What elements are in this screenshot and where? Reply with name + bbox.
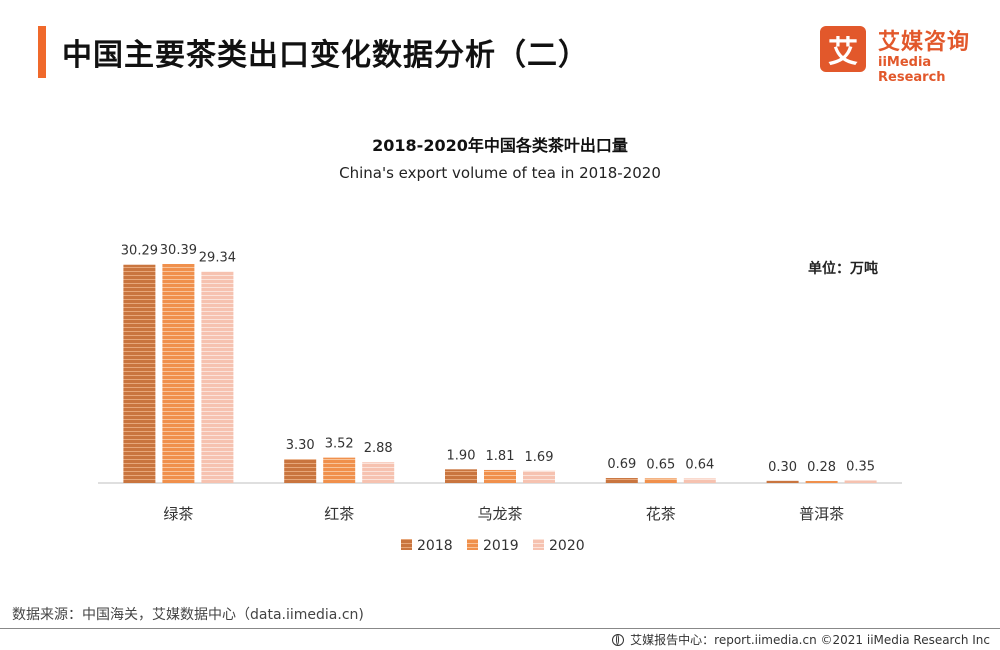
data-label-2018-1: 3.30: [286, 438, 315, 453]
data-source: 数据来源：中国海关，艾媒数据中心（data.iimedia.cn): [12, 607, 364, 623]
data-label-2020-1: 2.88: [364, 441, 393, 456]
chart-subtitle: China's export volume of tea in 2018-202…: [339, 164, 661, 182]
data-label-2019-4: 0.28: [807, 460, 836, 475]
data-label-2018-4: 0.30: [768, 460, 797, 475]
logo-english-name: iiMedia Research: [878, 55, 946, 85]
globe-icon: [612, 633, 625, 646]
bar-2018-2: [445, 469, 477, 483]
bar-2018-0: [123, 264, 156, 483]
logo-mark-icon: 艾: [820, 26, 866, 72]
category-label-2: 乌龙茶: [477, 505, 522, 523]
logo-chinese-name: 艾媒咨询: [878, 30, 971, 55]
data-label-2019-2: 1.81: [486, 449, 515, 464]
legend-swatch-2020: [533, 539, 544, 550]
data-label-2020-2: 1.69: [525, 450, 554, 465]
bar-2020-2: [523, 470, 555, 483]
unit-label: 单位：万吨: [808, 261, 878, 277]
bar-2019-0: [162, 264, 195, 483]
title-accent-bar: [38, 26, 46, 78]
data-label-2020-0: 29.34: [199, 251, 236, 266]
legend-label-2020: 2020: [549, 538, 585, 554]
legend-swatch-2019: [467, 539, 478, 550]
footer-credit-text: 艾媒报告中心：report.iimedia.cn ©2021 iiMedia R…: [630, 633, 990, 647]
data-label-2019-1: 3.52: [325, 437, 354, 452]
bar-2019-1: [323, 457, 356, 483]
bar-2020-0: [201, 271, 234, 483]
category-label-3: 花茶: [646, 505, 676, 523]
bar-2019-2: [484, 469, 516, 483]
bar-2018-4: [766, 480, 799, 483]
chart-title: 2018-2020年中国各类茶叶出口量: [372, 136, 628, 155]
data-label-2018-2: 1.90: [447, 448, 476, 463]
data-label-2019-3: 0.65: [646, 457, 675, 472]
legend-label-2018: 2018: [417, 538, 453, 554]
bar-2019-4: [805, 480, 838, 483]
data-label-2020-4: 0.35: [846, 459, 875, 474]
page-title: 中国主要茶类出口变化数据分析（二）: [62, 38, 589, 73]
data-label-2019-0: 30.39: [160, 243, 197, 258]
bar-2020-1: [362, 462, 395, 483]
brand-logo: 艾 艾媒咨询 iiMedia Research: [820, 22, 990, 85]
category-label-0: 绿茶: [163, 505, 193, 523]
bar-2018-3: [605, 478, 638, 483]
bar-2019-3: [644, 478, 677, 483]
category-label-1: 红茶: [324, 505, 354, 523]
legend-swatch-2018: [401, 539, 412, 550]
bar-2020-4: [844, 480, 877, 483]
data-label-2018-3: 0.69: [607, 457, 636, 472]
category-label-4: 普洱茶: [799, 505, 844, 523]
footer-divider: [0, 628, 1000, 629]
legend-label-2019: 2019: [483, 538, 519, 554]
data-label-2020-3: 0.64: [685, 457, 714, 472]
bar-2018-1: [284, 459, 317, 483]
footer-credit: 艾媒报告中心：report.iimedia.cn ©2021 iiMedia R…: [612, 631, 990, 648]
data-label-2018-0: 30.29: [121, 244, 158, 259]
bar-2020-3: [683, 478, 716, 483]
